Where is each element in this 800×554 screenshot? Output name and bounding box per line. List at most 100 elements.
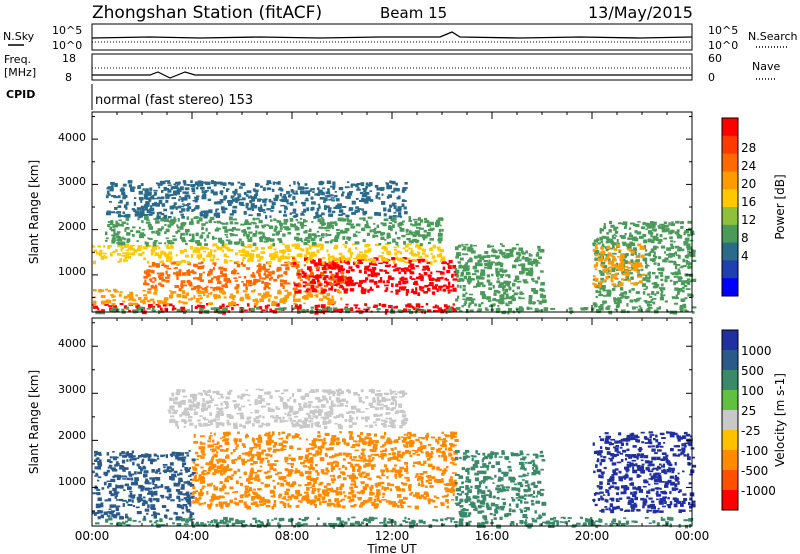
data-cell	[285, 296, 288, 301]
data-cell	[218, 266, 224, 270]
data-cell	[365, 220, 369, 223]
data-cell	[348, 191, 353, 193]
data-cell	[293, 307, 297, 310]
data-cell	[496, 262, 502, 266]
data-cell	[283, 280, 286, 285]
data-cell	[323, 206, 327, 210]
data-cell	[121, 475, 126, 478]
data-cell	[508, 286, 512, 291]
data-cell	[602, 285, 606, 289]
data-cell	[315, 285, 319, 289]
data-cell	[345, 454, 349, 458]
data-cell	[684, 230, 689, 234]
data-cell	[438, 307, 442, 311]
data-cell	[114, 207, 118, 210]
data-cell	[680, 299, 685, 302]
data-cell	[347, 249, 352, 253]
data-cell	[173, 202, 177, 206]
data-cell	[160, 182, 166, 184]
data-cell	[493, 292, 497, 296]
data-cell	[118, 219, 122, 222]
data-cell	[266, 519, 270, 523]
data-cell	[264, 238, 268, 240]
data-cell	[303, 219, 306, 223]
data-cell	[333, 308, 338, 312]
data-cell	[246, 296, 251, 300]
data-cell	[151, 281, 155, 283]
data-cell	[302, 523, 308, 526]
data-cell	[368, 182, 373, 186]
data-cell	[303, 224, 307, 227]
data-cell	[152, 310, 156, 313]
data-cell	[332, 210, 336, 214]
data-cell	[263, 286, 267, 291]
data-cell	[317, 438, 323, 442]
data-cell	[509, 248, 514, 252]
data-cell	[448, 309, 453, 312]
data-cell	[261, 224, 267, 227]
data-cell	[199, 308, 203, 312]
data-cell	[491, 273, 494, 277]
data-cell	[123, 295, 128, 299]
data-cell	[339, 265, 344, 269]
data-cell	[257, 259, 261, 262]
data-cell	[619, 293, 623, 296]
data-cell	[119, 452, 122, 457]
data-cell	[204, 286, 208, 291]
data-cell	[283, 279, 287, 283]
data-cell	[272, 445, 276, 448]
data-cell	[279, 227, 283, 230]
data-cell	[443, 308, 447, 312]
data-cell	[125, 259, 128, 262]
data-cell	[417, 292, 421, 296]
data-cell	[95, 503, 101, 506]
data-cell	[305, 310, 309, 313]
data-cell	[122, 211, 126, 215]
data-cell	[643, 222, 647, 225]
data-cell	[225, 188, 230, 191]
data-cell	[272, 493, 276, 498]
data-cell	[318, 258, 322, 263]
data-cell	[389, 457, 394, 460]
data-cell	[526, 306, 530, 310]
data-cell	[264, 499, 270, 502]
data-cell	[201, 446, 206, 450]
data-cell	[223, 449, 229, 452]
data-cell	[126, 222, 129, 225]
data-cell	[407, 431, 412, 435]
data-cell	[189, 514, 193, 518]
data-cell	[359, 251, 363, 253]
data-cell	[180, 197, 184, 200]
data-cell	[173, 267, 176, 270]
data-cell	[278, 189, 281, 191]
data-cell	[99, 249, 103, 253]
data-cell	[257, 478, 261, 482]
data-cell	[232, 195, 235, 198]
data-cell	[448, 449, 453, 452]
data-cell	[107, 290, 111, 293]
data-cell	[419, 473, 424, 476]
data-cell	[663, 221, 667, 224]
data-cell	[467, 249, 471, 252]
data-cell	[195, 186, 199, 190]
data-cell	[388, 518, 391, 521]
data-cell	[294, 290, 299, 294]
data-cell	[297, 298, 301, 303]
data-cell	[478, 303, 482, 307]
data-cell	[274, 255, 277, 257]
data-cell	[647, 306, 653, 309]
data-cell	[521, 263, 526, 267]
data-cell	[201, 479, 205, 484]
data-cell	[437, 247, 440, 252]
data-cell	[144, 216, 149, 220]
data-cell	[504, 249, 510, 252]
data-cell	[243, 501, 247, 505]
data-cell	[334, 498, 339, 501]
data-cell	[415, 276, 419, 280]
data-cell	[274, 226, 278, 229]
data-cell	[152, 286, 156, 289]
data-cell	[195, 232, 199, 237]
data-cell	[320, 304, 326, 309]
data-cell	[259, 465, 263, 468]
data-cell	[242, 264, 246, 267]
